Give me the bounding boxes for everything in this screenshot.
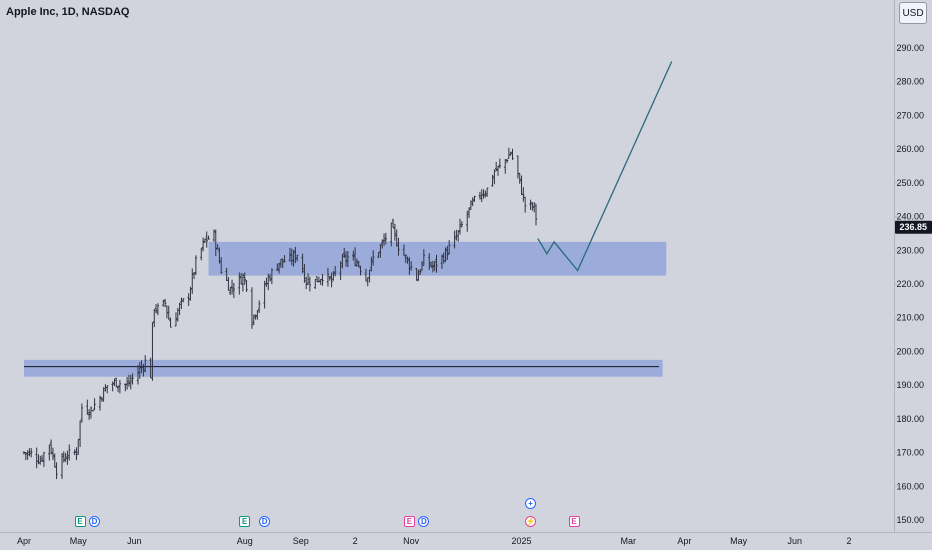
dividend-event-icon[interactable]: D <box>89 516 101 527</box>
y-tick-label: 270.00 <box>896 110 924 120</box>
currency-button[interactable]: USD <box>899 2 927 24</box>
y-tick-label: 170.00 <box>896 448 924 458</box>
last-price-tag <box>895 220 932 234</box>
x-tick-label: Nov <box>403 536 420 546</box>
x-tick-label: 2 <box>353 536 358 546</box>
support-zone[interactable] <box>24 359 663 377</box>
x-tick-label: May <box>730 536 748 546</box>
y-tick-label: 150.00 <box>896 515 924 525</box>
x-tick-label: Jun <box>787 536 802 546</box>
x-tick-label: Sep <box>293 536 309 546</box>
earnings-event-icon[interactable]: E <box>239 516 251 527</box>
x-tick-label: May <box>70 536 88 546</box>
y-tick-label: 240.00 <box>896 212 924 222</box>
dividend-event-icon[interactable]: D <box>259 516 271 527</box>
chart-title: Apple Inc, 1D, NASDAQ <box>6 6 130 18</box>
y-tick-label: 160.00 <box>896 481 924 491</box>
add-event-event-icon[interactable]: + <box>525 498 537 509</box>
dividend-event-icon[interactable]: D <box>418 516 430 527</box>
x-tick-label: Mar <box>621 536 637 546</box>
y-tick-label: 210.00 <box>896 313 924 323</box>
y-tick-label: 290.00 <box>896 43 924 53</box>
y-tick-label: 190.00 <box>896 380 924 390</box>
x-tick-label: Aug <box>237 536 253 546</box>
x-tick-label: 2 <box>846 536 851 546</box>
y-tick-label: 250.00 <box>896 178 924 188</box>
earnings-event-icon[interactable]: E <box>74 516 86 527</box>
y-tick-label: 260.00 <box>896 144 924 154</box>
earnings-upcoming-event-icon[interactable]: E <box>403 516 415 527</box>
earnings-upcoming-event-icon[interactable]: E <box>568 516 580 527</box>
x-tick-label: 2025 <box>512 536 532 546</box>
y-tick-label: 220.00 <box>896 279 924 289</box>
x-tick-label: Apr <box>17 536 31 546</box>
y-tick-label: 180.00 <box>896 414 924 424</box>
x-tick-label: Apr <box>677 536 691 546</box>
y-tick-label: 280.00 <box>896 77 924 87</box>
projection-path[interactable] <box>537 61 673 272</box>
y-tick-label: 230.00 <box>896 245 924 255</box>
y-tick-label: 200.00 <box>896 346 924 356</box>
x-tick-label: Jun <box>127 536 142 546</box>
last-price-label: 236.85 <box>899 222 927 232</box>
split-event-icon[interactable]: ⚡ <box>525 516 537 527</box>
